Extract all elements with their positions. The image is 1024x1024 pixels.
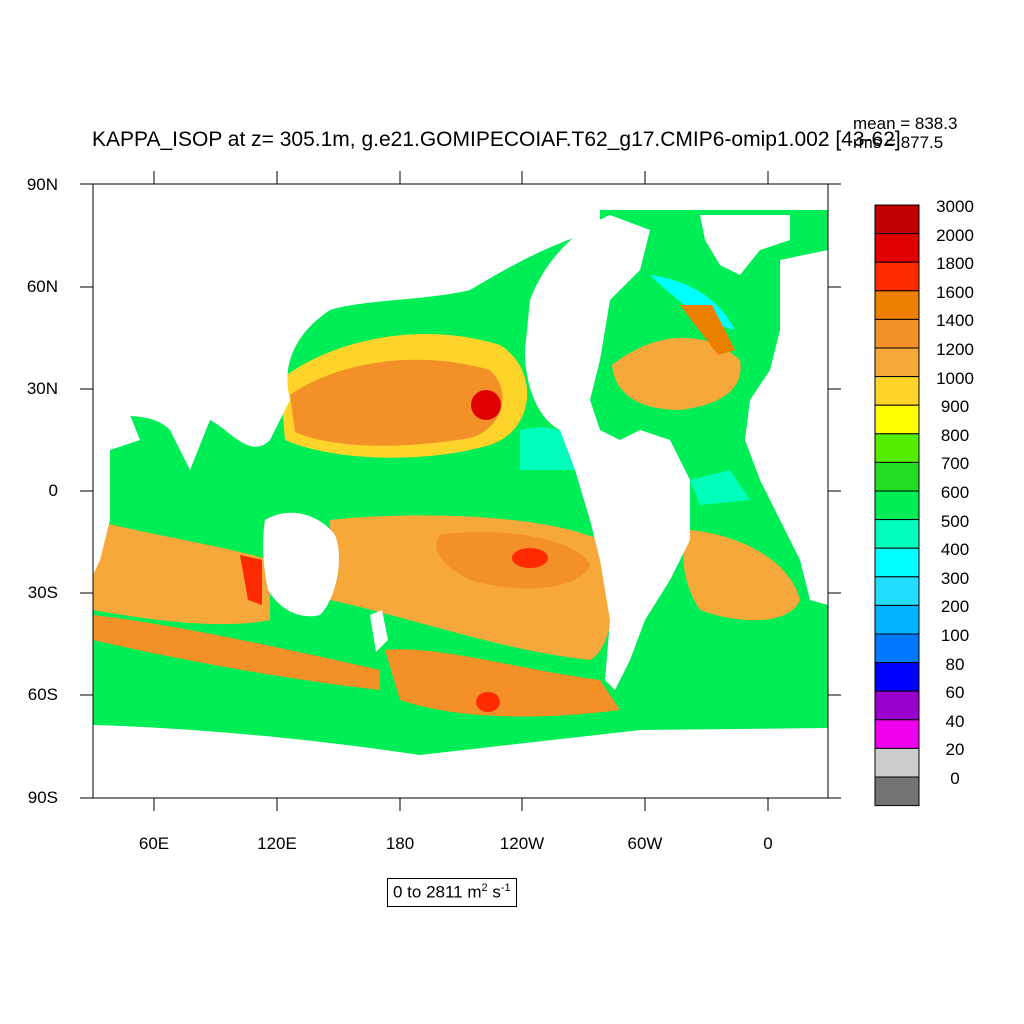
- lat-label-0: 0: [48, 481, 58, 500]
- colorbar-swatch: [874, 776, 920, 807]
- lon-label-120e: 120E: [257, 834, 297, 853]
- colorbar-swatch: [874, 662, 920, 692]
- colorbar-label: 20: [945, 740, 965, 760]
- colorbar-label: 1200: [936, 340, 974, 359]
- colorbar-swatch: [874, 347, 920, 378]
- colorbar-label: 2000: [936, 225, 974, 245]
- colorbar-swatch: [874, 433, 920, 463]
- colorbar-label: 400: [940, 540, 970, 560]
- units-box: 0 to 2811 m2 s-1: [387, 878, 517, 907]
- colorbar-swatch: [874, 633, 920, 664]
- colorbar-swatch: [874, 404, 920, 435]
- colorbar-swatch: [874, 318, 920, 349]
- colorbar-label: 80: [945, 654, 965, 674]
- lat-label-60s: 60S: [27, 685, 58, 704]
- lat-label-90s: 90S: [27, 788, 58, 807]
- colorbar-swatch: [874, 376, 920, 406]
- lon-label-60w: 60W: [627, 834, 663, 853]
- colorbar-label: 1000: [936, 368, 974, 388]
- mean-stat: mean = 838.3: [853, 114, 958, 133]
- colorbar-swatch: [874, 519, 920, 549]
- units-sup-1: 2: [481, 882, 488, 894]
- rms-stat: rms = 877.5: [853, 133, 944, 152]
- colorbar-label: 3000: [936, 197, 974, 216]
- colorbar-label: 1400: [936, 311, 974, 331]
- colorbar-label: 60: [945, 683, 965, 703]
- colorbar-label: 700: [940, 454, 970, 474]
- colorbar-label: 1800: [936, 254, 974, 274]
- colorbar-swatch: [874, 290, 920, 320]
- colorbar-swatch: [874, 576, 920, 606]
- lat-label-90n: 90N: [26, 175, 58, 194]
- colorbar-label: 100: [940, 626, 970, 645]
- colorbar-swatch: [874, 547, 920, 578]
- colorbar-label: 300: [940, 568, 970, 588]
- colorbar-label: 1600: [936, 282, 974, 302]
- units-mid: s: [487, 882, 501, 902]
- colorbar-swatch: [874, 233, 920, 263]
- map-title: KAPPA_ISOP at z= 305.1m, g.e21.GOMIPECOI…: [92, 128, 901, 151]
- colorbar-swatch: [874, 490, 920, 521]
- colorbar-label: 200: [940, 597, 970, 617]
- lat-label-60n: 60N: [26, 277, 58, 296]
- lon-label-0: 0: [763, 834, 773, 853]
- units-text: 0 to 2811 m: [393, 882, 482, 902]
- colorbar-swatch: [874, 204, 920, 235]
- land-masses: [93, 210, 828, 758]
- colorbar-swatch: [874, 604, 920, 635]
- units-sup-2: -1: [500, 882, 511, 894]
- colorbar-label: 900: [940, 397, 970, 417]
- axis-ticks: [80, 171, 841, 811]
- colorbar: [874, 204, 920, 807]
- colorbar-swatch: [874, 461, 920, 492]
- lon-label-180: 180: [385, 834, 415, 853]
- colorbar-swatch: [874, 747, 920, 778]
- lon-label-120w: 120W: [499, 834, 545, 853]
- lat-label-30s: 30S: [27, 583, 58, 602]
- colorbar-swatch: [874, 719, 920, 749]
- colorbar-swatch: [874, 261, 920, 292]
- colorbar-label: 800: [940, 425, 970, 445]
- colorbar-label: 500: [940, 511, 970, 531]
- colorbar-swatch: [874, 690, 920, 721]
- colorbar-label: 600: [940, 483, 970, 502]
- lat-label-30n: 30N: [26, 379, 58, 398]
- colorbar-label: 0: [950, 769, 960, 788]
- lon-label-60e: 60E: [138, 834, 170, 853]
- colorbar-label: 40: [945, 711, 965, 731]
